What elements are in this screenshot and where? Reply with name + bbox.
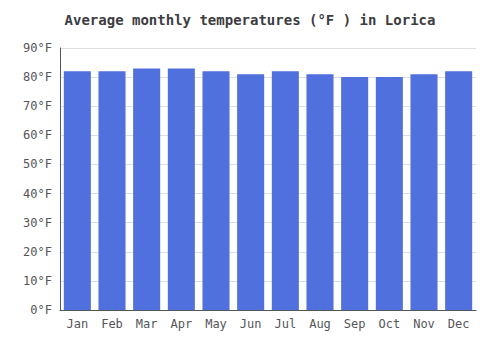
svg-text:Feb: Feb — [101, 317, 123, 331]
svg-text:Apr: Apr — [170, 317, 192, 331]
svg-text:Jun: Jun — [240, 317, 262, 331]
svg-text:0°F: 0°F — [30, 303, 52, 317]
svg-text:Mar: Mar — [136, 317, 158, 331]
svg-text:90°F: 90°F — [23, 41, 52, 55]
svg-text:Oct: Oct — [378, 317, 400, 331]
svg-text:Sep: Sep — [344, 317, 366, 331]
svg-text:10°F: 10°F — [23, 274, 52, 288]
svg-text:Average monthly temperatures (: Average monthly temperatures (°F ) in Lo… — [65, 12, 436, 28]
svg-text:Aug: Aug — [309, 317, 331, 331]
svg-text:50°F: 50°F — [23, 157, 52, 171]
svg-text:30°F: 30°F — [23, 216, 52, 230]
svg-text:70°F: 70°F — [23, 99, 52, 113]
svg-text:40°F: 40°F — [23, 187, 52, 201]
svg-text:80°F: 80°F — [23, 70, 52, 84]
svg-text:Jul: Jul — [274, 317, 296, 331]
svg-text:Nov: Nov — [413, 317, 435, 331]
svg-text:Dec: Dec — [448, 317, 470, 331]
svg-text:Jan: Jan — [66, 317, 88, 331]
svg-text:May: May — [205, 317, 227, 331]
svg-text:20°F: 20°F — [23, 245, 52, 259]
svg-text:60°F: 60°F — [23, 128, 52, 142]
